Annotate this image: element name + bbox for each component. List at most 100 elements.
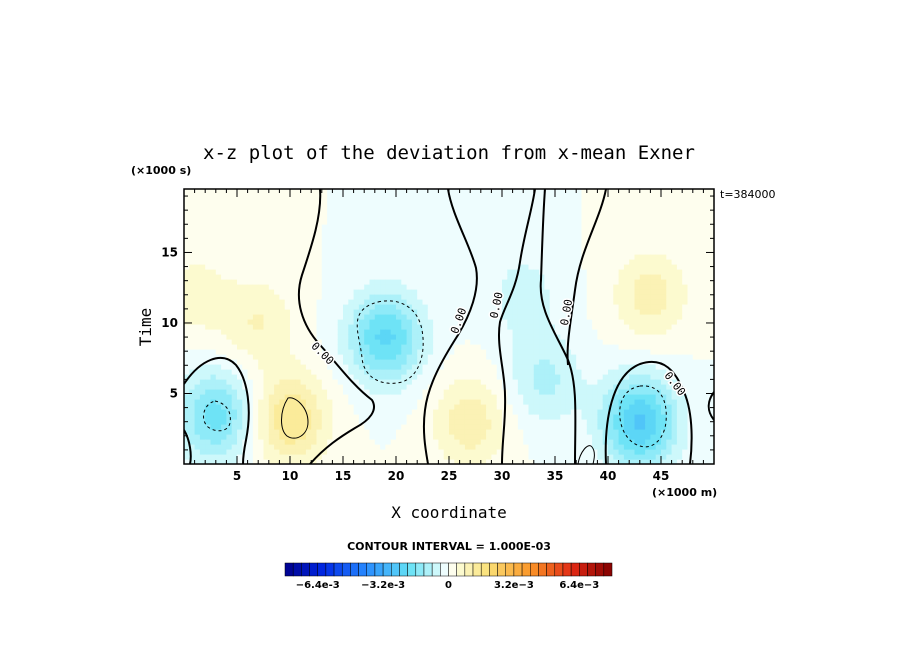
field-cell	[581, 324, 588, 330]
field-cell	[459, 379, 466, 385]
field-cell	[231, 369, 238, 375]
field-cell	[316, 389, 323, 395]
field-cell	[290, 349, 296, 355]
field-cell	[560, 309, 567, 315]
field-cell	[358, 439, 365, 445]
field-cell	[443, 299, 450, 305]
field-cell	[470, 454, 477, 460]
field-cell	[199, 199, 206, 205]
field-cell	[586, 229, 593, 235]
field-cell	[184, 389, 190, 395]
field-cell	[327, 254, 333, 260]
field-cell	[544, 444, 551, 450]
field-cell	[470, 239, 477, 245]
field-cell	[565, 224, 572, 230]
field-cell	[507, 374, 514, 380]
field-cell	[369, 319, 376, 325]
field-cell	[470, 309, 477, 315]
field-cell	[517, 374, 524, 380]
field-cell	[221, 234, 227, 240]
field-cell	[300, 279, 307, 285]
field-cell	[332, 204, 339, 210]
field-cell	[252, 259, 259, 265]
field-cell	[316, 309, 323, 315]
field-cell	[406, 219, 413, 225]
field-cell	[215, 394, 222, 400]
field-cell	[512, 344, 519, 350]
field-cell	[327, 194, 333, 200]
field-cell	[247, 294, 254, 300]
field-cell	[464, 399, 471, 405]
field-cell	[348, 269, 355, 275]
field-cell	[401, 429, 408, 435]
field-cell	[470, 349, 477, 355]
field-cell	[639, 404, 646, 410]
field-cell	[618, 234, 625, 240]
field-cell	[486, 294, 492, 300]
field-cell	[311, 214, 318, 220]
field-cell	[189, 219, 196, 225]
field-cell	[443, 354, 450, 360]
field-cell	[311, 354, 318, 360]
field-cell	[480, 449, 487, 455]
field-cell	[560, 429, 567, 435]
field-cell	[491, 444, 498, 450]
field-cell	[613, 314, 620, 320]
field-cell	[523, 349, 530, 355]
field-cell	[517, 409, 524, 415]
field-cell	[263, 254, 270, 260]
field-cell	[353, 344, 360, 350]
field-cell	[406, 369, 413, 375]
field-cell	[634, 324, 641, 330]
field-cell	[417, 354, 424, 360]
field-cell	[406, 194, 413, 200]
field-cell	[512, 254, 519, 260]
field-cell	[464, 204, 471, 210]
field-cell	[343, 209, 349, 215]
field-cell	[194, 189, 201, 195]
field-cell	[464, 459, 471, 464]
field-cell	[502, 229, 508, 235]
field-cell	[411, 454, 418, 460]
field-cell	[247, 214, 254, 220]
field-cell	[502, 279, 508, 285]
field-cell	[459, 394, 466, 400]
field-cell	[184, 239, 190, 245]
field-cell	[597, 389, 604, 395]
field-cell	[353, 319, 360, 325]
field-cell	[623, 394, 630, 400]
field-cell	[327, 349, 333, 355]
field-cell	[364, 219, 371, 225]
field-cell	[231, 209, 238, 215]
field-cell	[411, 409, 418, 415]
field-cell	[586, 364, 593, 370]
field-cell	[422, 389, 429, 395]
field-cell	[332, 339, 339, 345]
field-cell	[650, 364, 657, 370]
field-cell	[358, 459, 365, 464]
field-cell	[247, 229, 254, 235]
field-cell	[602, 224, 609, 230]
field-cell	[406, 269, 413, 275]
field-cell	[210, 334, 217, 340]
field-cell	[380, 304, 386, 310]
field-cell	[401, 239, 408, 245]
field-cell	[486, 369, 492, 375]
field-cell	[332, 434, 339, 440]
field-cell	[226, 189, 233, 195]
field-cell	[613, 189, 620, 195]
field-cell	[337, 314, 344, 320]
field-cell	[464, 194, 471, 200]
field-cell	[634, 254, 641, 260]
field-cell	[263, 309, 270, 315]
field-cell	[226, 329, 233, 335]
field-cell	[491, 329, 498, 335]
field-cell	[507, 359, 514, 365]
field-cell	[343, 404, 349, 410]
field-cell	[237, 404, 243, 410]
field-cell	[380, 444, 386, 450]
field-cell	[470, 434, 477, 440]
field-cell	[353, 264, 360, 270]
field-cell	[194, 309, 201, 315]
field-cell	[284, 289, 291, 295]
